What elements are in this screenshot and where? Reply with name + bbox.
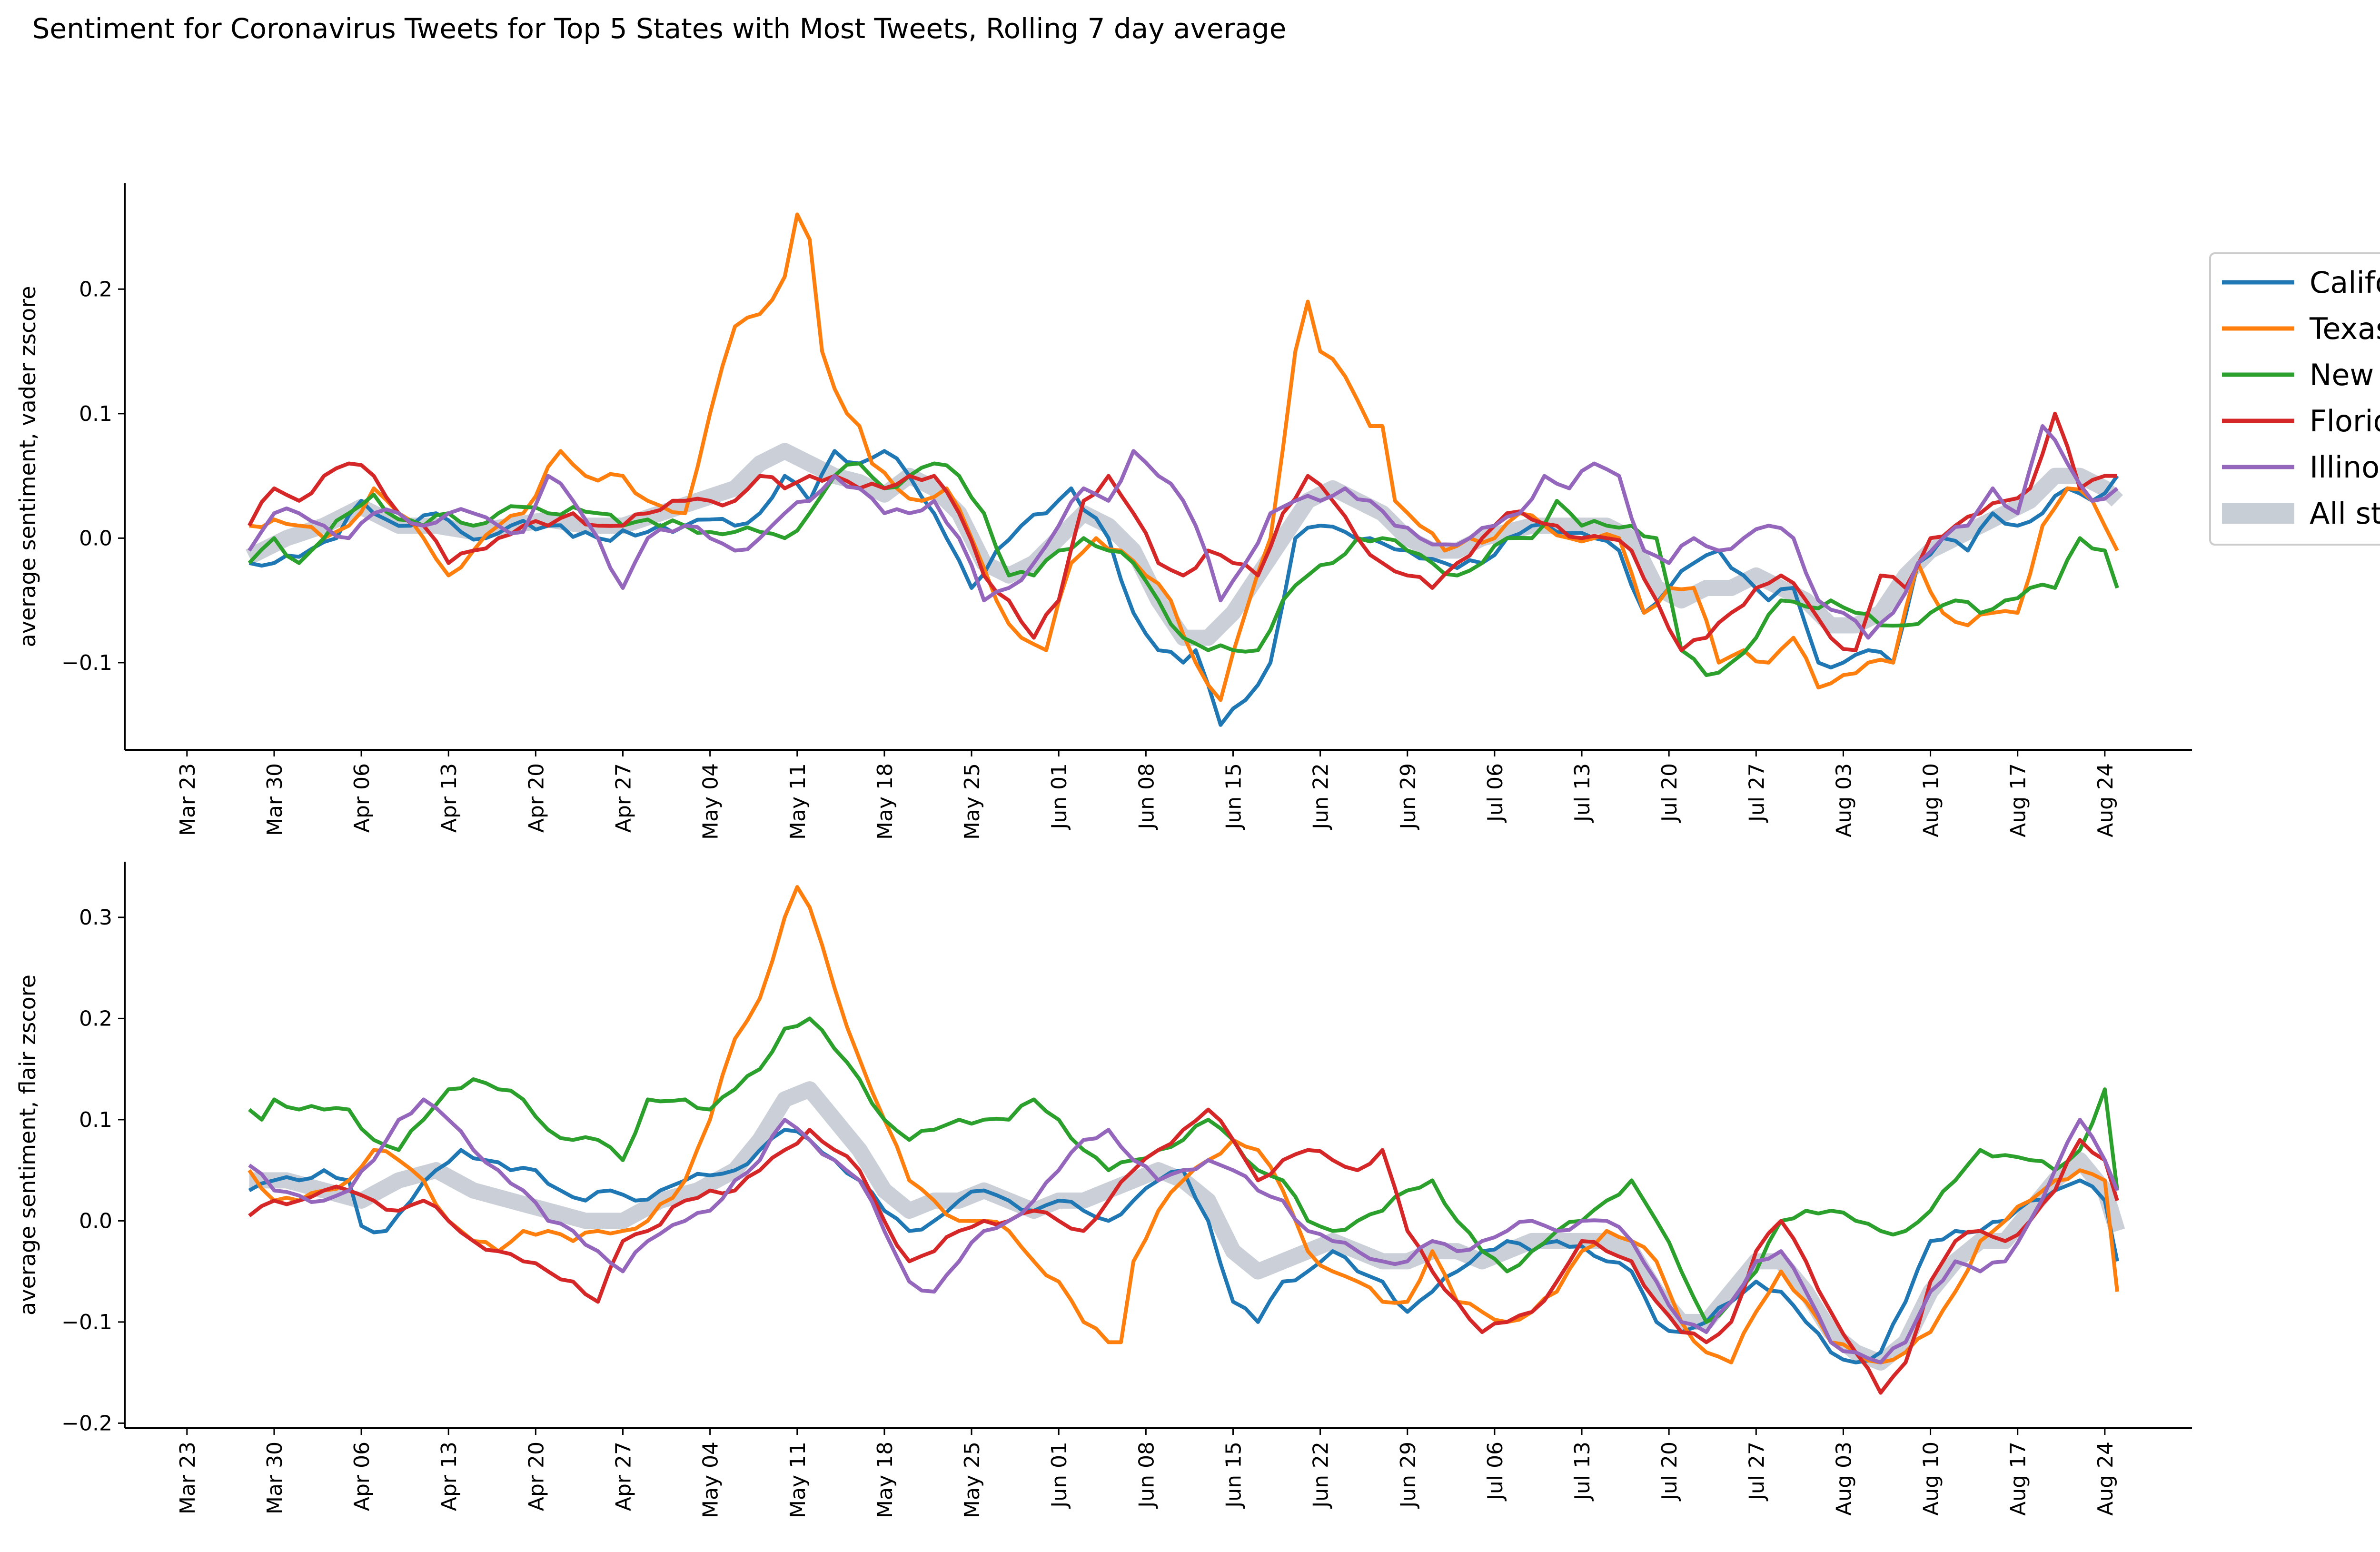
series-line-california (248, 449, 2119, 727)
x-tick-label: Jun 15 (1221, 1442, 1246, 1509)
series-line-illinois (248, 424, 2119, 640)
legend-label: Illinois (2310, 450, 2380, 485)
y-tick-label: 0.2 (79, 1006, 112, 1031)
x-tick-label: Jun 01 (1047, 1442, 1071, 1509)
x-tick-label: May 04 (699, 763, 723, 840)
series-line-illinois (248, 1097, 2119, 1364)
x-tick-label: Aug 10 (1919, 1442, 1944, 1516)
x-tick-label: Jun 29 (1396, 1442, 1420, 1509)
x-tick-label: Jul 27 (1745, 1442, 1769, 1502)
x-tick-label: Mar 30 (263, 1442, 287, 1514)
x-tick-label: Jun 29 (1396, 763, 1420, 831)
vader-panel: −0.1 0.0 0.1 0.2 Mar 23 Mar 30 Apr 06 Apr 13 Apr… (15, 183, 2192, 840)
x-tick-label: Aug 24 (2093, 1442, 2118, 1516)
y-tick-label: 0.1 (79, 402, 112, 426)
x-tick-label: May 04 (699, 1442, 723, 1518)
series-line-texas (249, 212, 2119, 702)
x-tick-label: Jun 08 (1134, 763, 1159, 831)
series-line-new-york (248, 461, 2119, 677)
x-tick-label: Apr 13 (437, 763, 461, 833)
x-tick-label: Jul 06 (1483, 763, 1507, 823)
flair-panel: −0.2 −0.1 0.0 0.1 0.2 0.3 Mar 23 Mar 30 Apr 06 Ap… (15, 862, 2192, 1518)
x-tick-label: Apr 13 (437, 1442, 461, 1511)
x-tick-label: Aug 03 (1832, 763, 1856, 837)
x-tick-label: May 11 (786, 1442, 810, 1518)
x-tick-label: Apr 20 (524, 1442, 548, 1511)
x-tick-label: Jul 20 (1657, 763, 1682, 823)
y-axis-label: average sentiment, flair zscore (15, 975, 40, 1315)
legend-box (2209, 252, 2380, 546)
y-tick-label: 0.1 (79, 1108, 112, 1132)
series-line-new-york (248, 1016, 2119, 1324)
y-tick-label: −0.1 (61, 1310, 112, 1334)
series-line-florida (248, 411, 2117, 652)
y-axis-label: average sentiment, vader zscore (15, 286, 40, 647)
legend-label: Florida (2310, 404, 2380, 438)
legend: California Texas New York Florida Illinois Al… (2209, 252, 2380, 546)
y-tick-label: 0.3 (79, 905, 112, 930)
x-tick-label: Jun 01 (1047, 763, 1071, 831)
legend-label: New York (2310, 358, 2380, 392)
x-tick-label: Jun 22 (1309, 1442, 1333, 1509)
series-line-texas (248, 885, 2119, 1364)
y-tick-label: −0.1 (61, 651, 112, 675)
x-tick-label: May 18 (873, 1442, 897, 1518)
x-tick-label: Mar 23 (176, 1442, 200, 1514)
x-tick-label: Apr 27 (612, 1442, 636, 1511)
x-tick-label: Apr 06 (350, 1442, 374, 1511)
x-tick-label: Aug 17 (2006, 1442, 2031, 1516)
x-tick-label: May 18 (873, 763, 897, 840)
x-tick-label: Jul 13 (1570, 1442, 1595, 1502)
x-tick-label: Aug 03 (1832, 1442, 1856, 1516)
x-tick-label: Apr 27 (612, 763, 636, 833)
x-tick-label: Mar 30 (263, 763, 287, 836)
x-tick-label: Jul 06 (1483, 1442, 1507, 1502)
legend-label: All states (2310, 496, 2380, 531)
x-tick-label: Jun 15 (1221, 763, 1246, 831)
y-tick-label: 0.0 (79, 526, 112, 550)
x-tick-label: Jun 22 (1309, 763, 1333, 831)
x-tick-label: Apr 06 (350, 763, 374, 833)
y-tick-label: 0.0 (79, 1209, 112, 1233)
y-tick-label: 0.2 (79, 277, 112, 301)
legend-label: California (2310, 265, 2380, 300)
figure-title: Sentiment for Coronavirus Tweets for Top… (32, 12, 1287, 45)
x-tick-label: May 25 (960, 1442, 984, 1518)
y-tick-label: −0.2 (61, 1411, 112, 1435)
x-tick-label: Jun 08 (1134, 1442, 1159, 1509)
x-tick-label: Aug 10 (1919, 763, 1944, 837)
x-tick-label: Apr 20 (524, 763, 548, 833)
legend-label: Texas (2309, 311, 2380, 346)
x-tick-label: Mar 23 (176, 763, 200, 836)
x-tick-label: Aug 24 (2093, 763, 2118, 837)
x-tick-label: May 11 (786, 763, 810, 840)
x-tick-label: Jul 13 (1570, 763, 1595, 823)
series-line-florida (248, 1107, 2119, 1395)
x-tick-label: Jul 20 (1657, 1442, 1682, 1502)
x-tick-label: Aug 17 (2006, 763, 2031, 837)
x-tick-label: Jul 27 (1745, 763, 1769, 823)
x-tick-label: May 25 (960, 763, 984, 840)
